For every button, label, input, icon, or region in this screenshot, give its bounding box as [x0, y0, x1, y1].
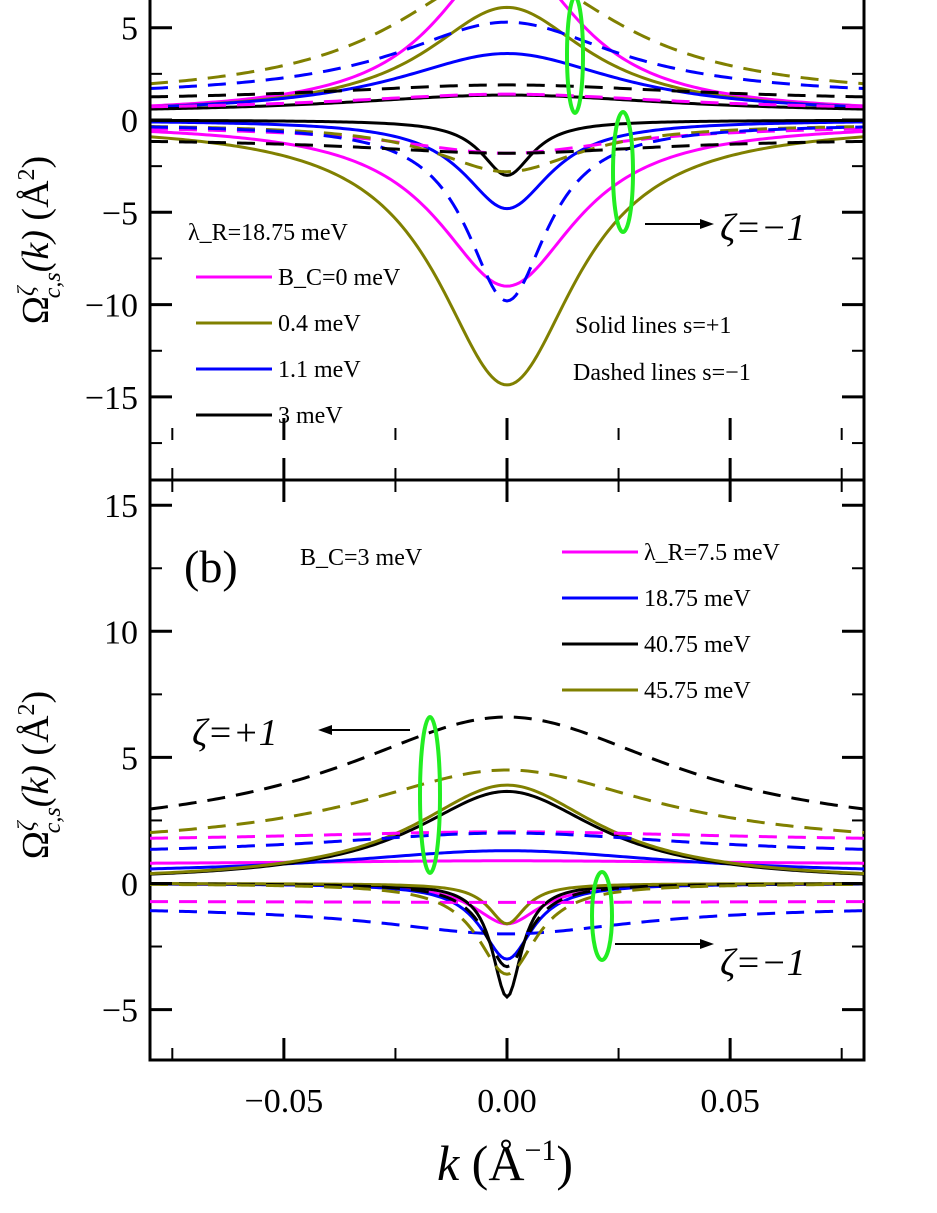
zeta-minus-label-b: ζ=−1 [720, 942, 806, 984]
y-tick-label: −10 [85, 288, 138, 325]
y-tick-label: 0 [121, 866, 138, 903]
solid-lines-note: Solid lines s=+1 [575, 313, 731, 339]
series-line-b-6 [150, 715, 864, 811]
series-line-a-10 [150, 120, 864, 211]
zeta-minus-ellipse-a [611, 110, 635, 234]
series-line-a-7 [150, 83, 864, 99]
zeta-minus-arrow-a [645, 219, 714, 229]
y-tick-label: 10 [104, 614, 138, 651]
y-tick-label: 5 [121, 11, 138, 48]
panel-a-curves [150, 0, 864, 387]
y-tick-label: 15 [104, 488, 138, 525]
zeta-plus-label-b: ζ=+1 [192, 712, 278, 754]
zeta-plus-arrow-b [318, 725, 410, 735]
param-label-a: λ_R=18.75 meV [188, 220, 349, 246]
y-tick-label: 0 [121, 103, 138, 140]
series-line-a-2 [150, 52, 864, 109]
x-tick-label: 0.05 [700, 1083, 760, 1120]
legend-label: 0.4 meV [278, 311, 361, 337]
panel-a: 5 0 −5 −10 −15 ζ=−1 λ_R=18.75 meV B_C=0 meV 0… [14, 0, 866, 480]
zeta-plus-ellipse-b [418, 715, 442, 875]
x-tick-label: 0.00 [477, 1083, 537, 1120]
panel-b-ellipses [418, 715, 614, 962]
series-line-b-3 [150, 783, 864, 876]
series-line-b-8 [150, 882, 864, 926]
panel-a-ticks: 5 0 −5 −10 −15 [85, 11, 864, 480]
series-line-a-4 [150, 92, 864, 109]
series-line-a-14 [150, 125, 864, 303]
x-tick-label: −0.05 [245, 1083, 324, 1120]
zeta-minus-ellipse-b [590, 870, 614, 962]
param-label-b: B_C=3 meV [300, 545, 423, 571]
series-line-b-15 [150, 882, 864, 976]
y-tick-label: −5 [102, 993, 138, 1030]
x-axis-label: k (Å−1) [437, 1134, 573, 1191]
y-tick-label: −5 [102, 195, 138, 232]
y-tick-label: 5 [121, 740, 138, 777]
series-line-a-8 [150, 129, 864, 288]
panel-a-frame [148, 0, 866, 480]
y-axis-label-b: Ωζc,s(k) (Å2) [14, 691, 66, 859]
panel-label-b: (b) [184, 541, 238, 592]
legend-label: 40.75 meV [644, 632, 751, 658]
y-axis-label-a: Ωζc,s(k) (Å2) [14, 156, 66, 324]
panel-b: 15 10 5 0 −5 −0.05 0.00 0.05 ζ=+1 ζ=−1 (b) B_C=… [14, 478, 866, 1191]
legend-label: 45.75 meV [644, 678, 751, 704]
y-tick-label: −15 [85, 380, 138, 417]
series-line-b-12 [150, 900, 864, 904]
series-line-b-0 [150, 859, 864, 865]
dashed-lines-note: Dashed lines s=−1 [573, 360, 751, 386]
series-line-a-11 [150, 118, 864, 177]
legend-b: λ_R=7.5 meV 18.75 meV 40.75 meV 45.75 meV [562, 540, 781, 704]
legend-label: 18.75 meV [644, 586, 751, 612]
zeta-plus-ellipse-a [565, 0, 585, 115]
series-line-a-6 [150, 20, 864, 91]
series-line-a-9 [150, 135, 864, 387]
legend-label: λ_R=7.5 meV [644, 540, 781, 566]
series-line-b-13 [150, 909, 864, 936]
series-line-b-5 [150, 831, 864, 851]
panel-a-ellipses [565, 0, 635, 234]
legend-label: 1.1 meV [278, 357, 361, 383]
legend-label: B_C=0 meV [278, 265, 401, 291]
legend-a: B_C=0 meV 0.4 meV 1.1 meV 3 meV [196, 265, 401, 429]
series-line-b-7 [150, 768, 864, 835]
series-line-a-5 [150, 0, 864, 86]
zeta-minus-arrow-b [615, 939, 714, 949]
panel-b-ticks: 15 10 5 0 −5 −0.05 0.00 0.05 [102, 480, 864, 1120]
panel-b-curves [150, 715, 864, 1000]
series-line-a-0 [150, 0, 864, 108]
series-line-a-15 [150, 139, 864, 155]
zeta-minus-label-a: ζ=−1 [720, 207, 806, 249]
legend-label: 3 meV [278, 403, 343, 429]
